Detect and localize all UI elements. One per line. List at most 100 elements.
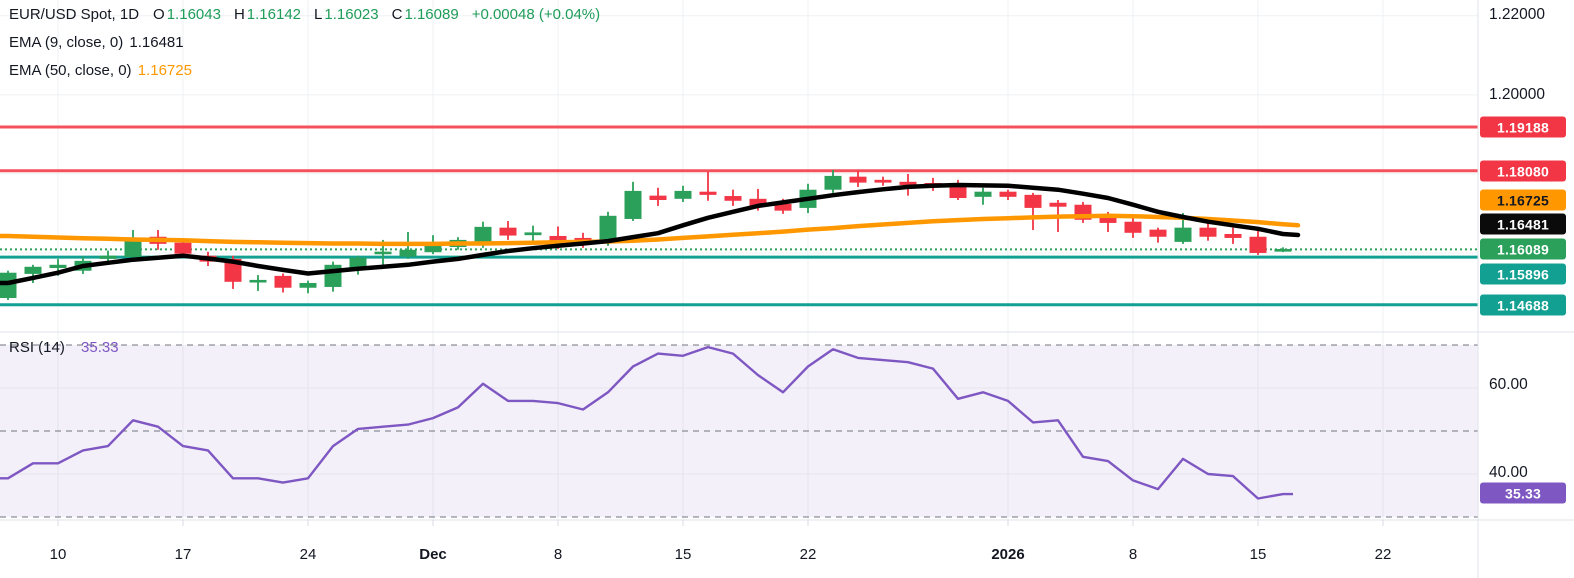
candle-body <box>1174 227 1192 242</box>
time-label-22: 22 <box>1374 546 1392 563</box>
ema50-label: EMA (50, close, 0) <box>9 62 132 79</box>
rsi-value: 35.33 <box>81 339 119 356</box>
candle-body <box>699 191 717 195</box>
candle-body <box>174 242 192 254</box>
ema50-line[interactable] <box>0 213 1301 247</box>
candle[interactable] <box>1224 227 1242 244</box>
ema9-label: EMA (9, close, 0) <box>9 34 124 51</box>
candle[interactable] <box>724 189 742 206</box>
candle[interactable] <box>0 270 17 300</box>
candle[interactable] <box>1124 217 1142 238</box>
price-badge-1.15896: 1.15896 <box>1480 263 1566 285</box>
rsi-tick-60.00: 60.00 <box>1489 376 1528 393</box>
time-label-8: 8 <box>553 546 563 563</box>
candle-body <box>674 190 692 199</box>
legend-ema9-row[interactable]: EMA (9, close, 0) 1.16481 <box>9 33 600 53</box>
symbol-title[interactable]: EUR/USD Spot, 1D <box>9 6 140 23</box>
price-badge-1.14688: 1.14688 <box>1480 294 1566 316</box>
candle-body <box>474 226 492 245</box>
time-label-17: 17 <box>174 546 192 563</box>
time-label-8: 8 <box>1128 546 1138 563</box>
candle-body <box>424 244 442 253</box>
candle[interactable] <box>1274 247 1292 253</box>
time-label-10: 10 <box>49 546 67 563</box>
candle-body <box>374 251 392 255</box>
candle-body <box>249 279 267 283</box>
candle[interactable] <box>674 185 692 202</box>
candle-body <box>49 264 67 268</box>
candle-body <box>299 282 317 288</box>
candle-body <box>399 249 417 257</box>
candle[interactable] <box>824 169 842 193</box>
ohlc-high-value: 1.16142 <box>246 6 302 23</box>
candle-body <box>549 235 567 242</box>
candle[interactable] <box>499 220 517 240</box>
price-tick-1.20000: 1.20000 <box>1489 86 1546 103</box>
rsi-badge: 35.33 <box>1480 482 1566 504</box>
candle-body <box>124 237 142 257</box>
ohlc-close-label: C <box>391 6 403 23</box>
candle-body <box>849 176 867 183</box>
candle-body <box>599 215 617 243</box>
candle-body <box>524 232 542 236</box>
candle-body <box>99 255 117 259</box>
time-label-15: 15 <box>1249 546 1267 563</box>
legend-ema50-row[interactable]: EMA (50, close, 0) 1.16725 <box>9 61 600 81</box>
ohlc-low-value: 1.16023 <box>324 6 379 23</box>
candle-body <box>649 195 667 200</box>
candle[interactable] <box>1249 230 1267 255</box>
candle-body <box>1099 217 1117 223</box>
candle[interactable] <box>624 181 642 221</box>
candle[interactable] <box>1024 192 1042 231</box>
candle[interactable] <box>974 187 992 205</box>
candle-body <box>1149 229 1167 237</box>
rsi-tick-40.00: 40.00 <box>1489 464 1528 481</box>
price-gridlines <box>0 15 1478 254</box>
ohlc-close-value: 1.16089 <box>404 6 459 23</box>
candle[interactable] <box>999 189 1017 200</box>
candle[interactable] <box>849 170 867 187</box>
candle-body <box>974 191 992 197</box>
time-label-15: 15 <box>674 546 692 563</box>
time-label-Dec: Dec <box>419 546 447 563</box>
candle-body <box>499 227 517 236</box>
price-badge-1.18080: 1.18080 <box>1480 160 1566 182</box>
change-value: +0.00048 (+0.04%) <box>471 6 601 23</box>
vertical-gridlines <box>57 0 1384 520</box>
rsi-gridlines <box>0 344 1478 518</box>
price-badge-1.19188: 1.19188 <box>1480 116 1566 138</box>
candle-body <box>774 203 792 211</box>
candle[interactable] <box>1149 227 1167 243</box>
candle[interactable] <box>299 280 317 294</box>
ohlc-open-label: O <box>153 6 165 23</box>
candle-body <box>724 196 742 201</box>
rsi-line[interactable] <box>0 345 1293 500</box>
candle-body <box>274 275 292 288</box>
candle-body <box>749 198 767 207</box>
candle[interactable] <box>1199 221 1217 241</box>
rsi-label: RSI (14) <box>9 339 65 356</box>
candle-body <box>1199 227 1217 237</box>
candle[interactable] <box>699 171 717 201</box>
candle[interactable] <box>649 187 667 206</box>
candle[interactable] <box>874 176 892 186</box>
candle[interactable] <box>124 230 142 260</box>
candle[interactable] <box>249 275 267 291</box>
ohlc-open-value: 1.16043 <box>166 6 221 23</box>
price-badge-1.16089: 1.16089 <box>1480 238 1566 260</box>
price-badge-1.16725: 1.16725 <box>1480 189 1566 211</box>
candle-body <box>824 175 842 190</box>
legend-symbol-row[interactable]: EUR/USD Spot, 1D O 1.16043 H 1.16142 L 1.16023… <box>9 5 600 25</box>
candle-body <box>1049 202 1067 207</box>
price-levels <box>0 125 1478 307</box>
rsi-legend-row[interactable]: RSI (14) 35.33 <box>9 338 119 358</box>
time-label-22: 22 <box>799 546 817 563</box>
candle[interactable] <box>274 273 292 293</box>
legend: EUR/USD Spot, 1D O 1.16043 H 1.16142 L 1.16023… <box>9 5 600 89</box>
ema9-value: 1.16481 <box>129 34 184 51</box>
ema9-line[interactable] <box>0 182 1301 286</box>
